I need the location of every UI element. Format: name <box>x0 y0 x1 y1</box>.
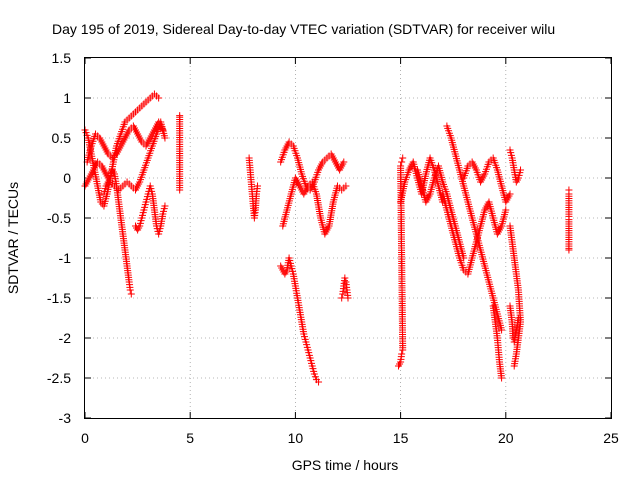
y-tick-label: -0.5 <box>47 210 71 226</box>
plot-frame <box>84 57 612 419</box>
y-tick-label: 0.5 <box>52 130 72 146</box>
data-point <box>161 134 169 142</box>
series-s4 <box>100 166 135 298</box>
y-tick-label: 1.5 <box>52 50 72 66</box>
series-s19 <box>506 146 525 186</box>
data-point <box>342 182 350 190</box>
series-s15 <box>443 122 506 334</box>
chart-title: Day 195 of 2019, Sidereal Day-to-day VTE… <box>52 21 555 37</box>
data-point <box>506 190 514 198</box>
y-tick-label: -2.5 <box>47 370 71 386</box>
data-point <box>517 166 525 174</box>
x-axis-label: GPS time / hours <box>292 457 399 473</box>
data-point <box>397 162 405 170</box>
data-point <box>341 274 349 282</box>
data-point <box>315 378 323 386</box>
y-axis-label: SDTVAR / TECUs <box>5 182 21 294</box>
data-point <box>514 314 522 322</box>
x-tick-label: 5 <box>186 430 194 446</box>
data-point <box>338 294 346 302</box>
data-point <box>498 374 506 382</box>
data-point <box>155 94 163 102</box>
data-point <box>340 158 348 166</box>
data-point <box>498 326 506 334</box>
series-s22 <box>565 186 573 254</box>
grid-lines <box>85 58 611 418</box>
data-point <box>126 286 134 294</box>
y-tick-label: 1 <box>63 90 71 106</box>
x-tick-label: 15 <box>393 430 409 446</box>
series-s10 <box>277 254 323 386</box>
data-point <box>344 294 352 302</box>
data-point <box>398 350 406 358</box>
data-point <box>161 202 169 210</box>
axis-ticks <box>84 57 612 419</box>
series-s6 <box>176 112 184 194</box>
x-tick-label: 20 <box>498 430 514 446</box>
data-point <box>399 154 407 162</box>
data-point <box>565 246 573 254</box>
series-s9 <box>279 174 350 238</box>
data-point <box>176 186 184 194</box>
series-s8 <box>277 138 348 194</box>
series-s7 <box>245 154 262 222</box>
tick-labels: 0 5 10 15 20 25 -3 -2.5 -2 -1.5 -1 -0.5 0 0.5 1 1.5 <box>47 50 619 446</box>
y-tick-label: 0 <box>63 170 71 186</box>
y-tick-label: -3 <box>59 410 72 426</box>
y-tick-label: -2 <box>59 330 72 346</box>
y-tick-label: -1.5 <box>47 290 71 306</box>
series-s20 <box>506 222 525 370</box>
series-s18 <box>489 302 506 382</box>
x-tick-label: 25 <box>603 430 619 446</box>
data-points <box>81 90 573 386</box>
series-s5 <box>131 182 169 238</box>
series-s21 <box>506 302 522 346</box>
x-tick-label: 10 <box>288 430 304 446</box>
data-point <box>502 206 510 214</box>
series-s16 <box>439 190 510 278</box>
data-point <box>127 290 135 298</box>
x-tick-label: 0 <box>81 430 89 446</box>
data-point <box>398 158 406 166</box>
series-s2 <box>83 118 167 166</box>
data-point <box>510 362 518 370</box>
data-point <box>254 182 262 190</box>
series-s11 <box>338 274 352 302</box>
series-s17 <box>460 154 514 206</box>
y-tick-label: -1 <box>59 250 72 266</box>
